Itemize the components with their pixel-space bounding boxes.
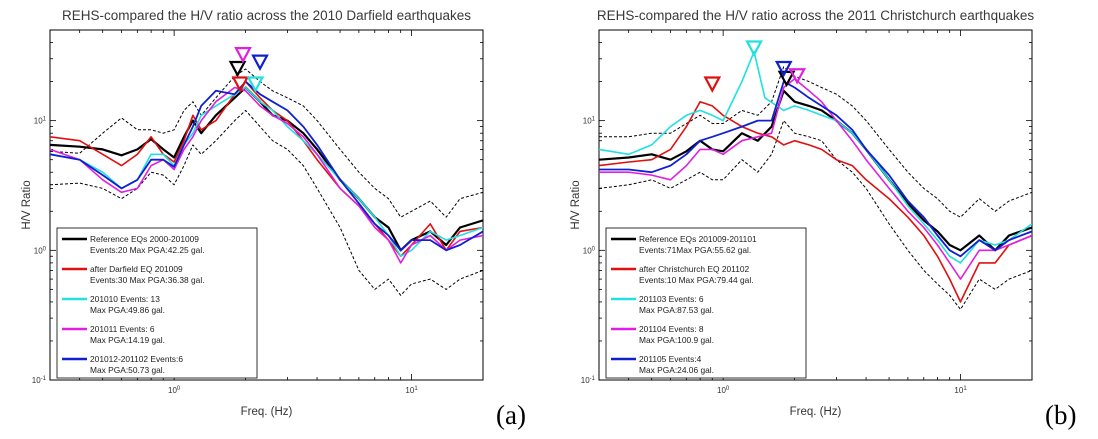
panel-label-a: (a) — [496, 400, 526, 430]
peak-marker — [251, 54, 269, 71]
series-line — [599, 100, 1032, 303]
y-axis-label: H/V Ratio — [21, 180, 33, 229]
hv-ratio-chart-darfield: REHS-compared the H/V ratio across the 2… — [21, 8, 484, 418]
legend-entry-text: 201103 Events: 6 — [639, 294, 704, 304]
y-tick-label: 100 — [583, 246, 596, 255]
legend-box — [605, 227, 807, 379]
panel-label-b: (b) — [1045, 400, 1077, 430]
series-line — [599, 80, 1032, 258]
legend-entry-text: Max PGA:50.73 gal. — [90, 365, 165, 375]
x-tick-label: 100 — [717, 386, 730, 395]
legend-entry-text: 201010 Events: 13 — [90, 294, 160, 304]
series-line — [50, 86, 483, 264]
hv-ratio-chart-christchurch: REHS-compared the H/V ratio across the 2… — [570, 8, 1034, 418]
chart-panel-a: REHS-compared the H/V ratio across the 2… — [21, 8, 526, 430]
legend-entry-text: after Christchurch EQ 201102 — [639, 264, 750, 274]
series-line — [50, 80, 483, 252]
y-tick-label: 100 — [34, 246, 47, 255]
peak-marker — [246, 76, 265, 93]
series-line — [599, 50, 1032, 264]
legend-entry-text: 201105 Events:4 — [639, 354, 702, 364]
x-axis-ticks — [598, 30, 1033, 380]
legend: Reference EQs 201009-201101Events:71Max … — [605, 227, 807, 379]
y-tick-label: 101 — [34, 117, 47, 126]
legend-entry-text: Events:20 Max PGA:42.25 gal. — [90, 245, 205, 255]
peak-marker — [745, 40, 763, 57]
chart-title: REHS-compared the H/V ratio across the 2… — [62, 8, 471, 23]
legend-entry-text: Reference EQs 2000-201009 — [90, 234, 199, 244]
x-tick-label: 101 — [405, 386, 418, 395]
legend-entry-text: 201104 Events: 8 — [639, 324, 704, 334]
x-axis-label: Freq. (Hz) — [790, 406, 842, 418]
envelope-line — [50, 109, 483, 296]
peak-marker — [703, 76, 722, 93]
series-line — [599, 89, 1032, 252]
envelope-line — [599, 66, 1032, 218]
x-tick-label: 101 — [954, 386, 967, 395]
legend-entry-text: after Darfield EQ 201009 — [90, 264, 183, 274]
peak-marker — [788, 68, 806, 85]
series-line — [50, 86, 483, 258]
legend-entry-text: Events:10 Max PGA:79.44 gal. — [639, 275, 754, 285]
legend-entry-text: 201011 Events: 6 — [90, 324, 155, 334]
legend-entry-text: 201012-201102 Events:6 — [90, 354, 183, 364]
peak-marker — [234, 47, 252, 64]
chart-panel-b: REHS-compared the H/V ratio across the 2… — [549, 0, 1098, 439]
y-axis-ticks — [599, 29, 1032, 381]
peak-marker — [231, 76, 250, 93]
legend-entry-text: Max PGA:24.06 gal. — [639, 365, 714, 375]
peak-markers — [228, 47, 269, 93]
legend-entry-text: Reference EQs 201009-201101 — [639, 234, 757, 244]
x-axis-label: Freq. (Hz) — [241, 406, 293, 418]
series-line — [599, 78, 1032, 280]
legend-entry-text: Events:71Max PGA:55.62 gal. — [639, 245, 751, 255]
y-tick-label: 10-1 — [581, 376, 596, 385]
legend-entry-text: Max PGA:49.86 gal. — [90, 305, 165, 315]
x-axis-ticks — [49, 30, 484, 380]
y-axis-label: H/V Ratio — [570, 180, 582, 229]
legend-entry-text: Events:30 Max PGA:36.38 gal. — [90, 275, 205, 285]
plot-frame — [49, 29, 484, 381]
series-line — [50, 86, 483, 252]
series-line — [50, 80, 483, 258]
peak-marker — [774, 60, 793, 78]
series-group — [599, 50, 1032, 310]
envelope-line — [599, 120, 1032, 310]
legend-box — [56, 227, 258, 379]
legend-entry-text: Max PGA:100.9 gal. — [639, 335, 714, 345]
chart-title: REHS-compared the H/V ratio across the 2… — [597, 8, 1034, 23]
peak-marker — [228, 60, 247, 78]
plot-frame — [598, 29, 1033, 381]
y-tick-label: 101 — [583, 117, 596, 126]
y-tick-label: 10-1 — [32, 376, 47, 385]
legend-entry-text: Max PGA:87.53 gal. — [639, 305, 714, 315]
legend-entry-text: Max PGA:14.19 gal. — [90, 335, 165, 345]
x-tick-label: 100 — [168, 386, 181, 395]
peak-markers — [703, 40, 806, 93]
